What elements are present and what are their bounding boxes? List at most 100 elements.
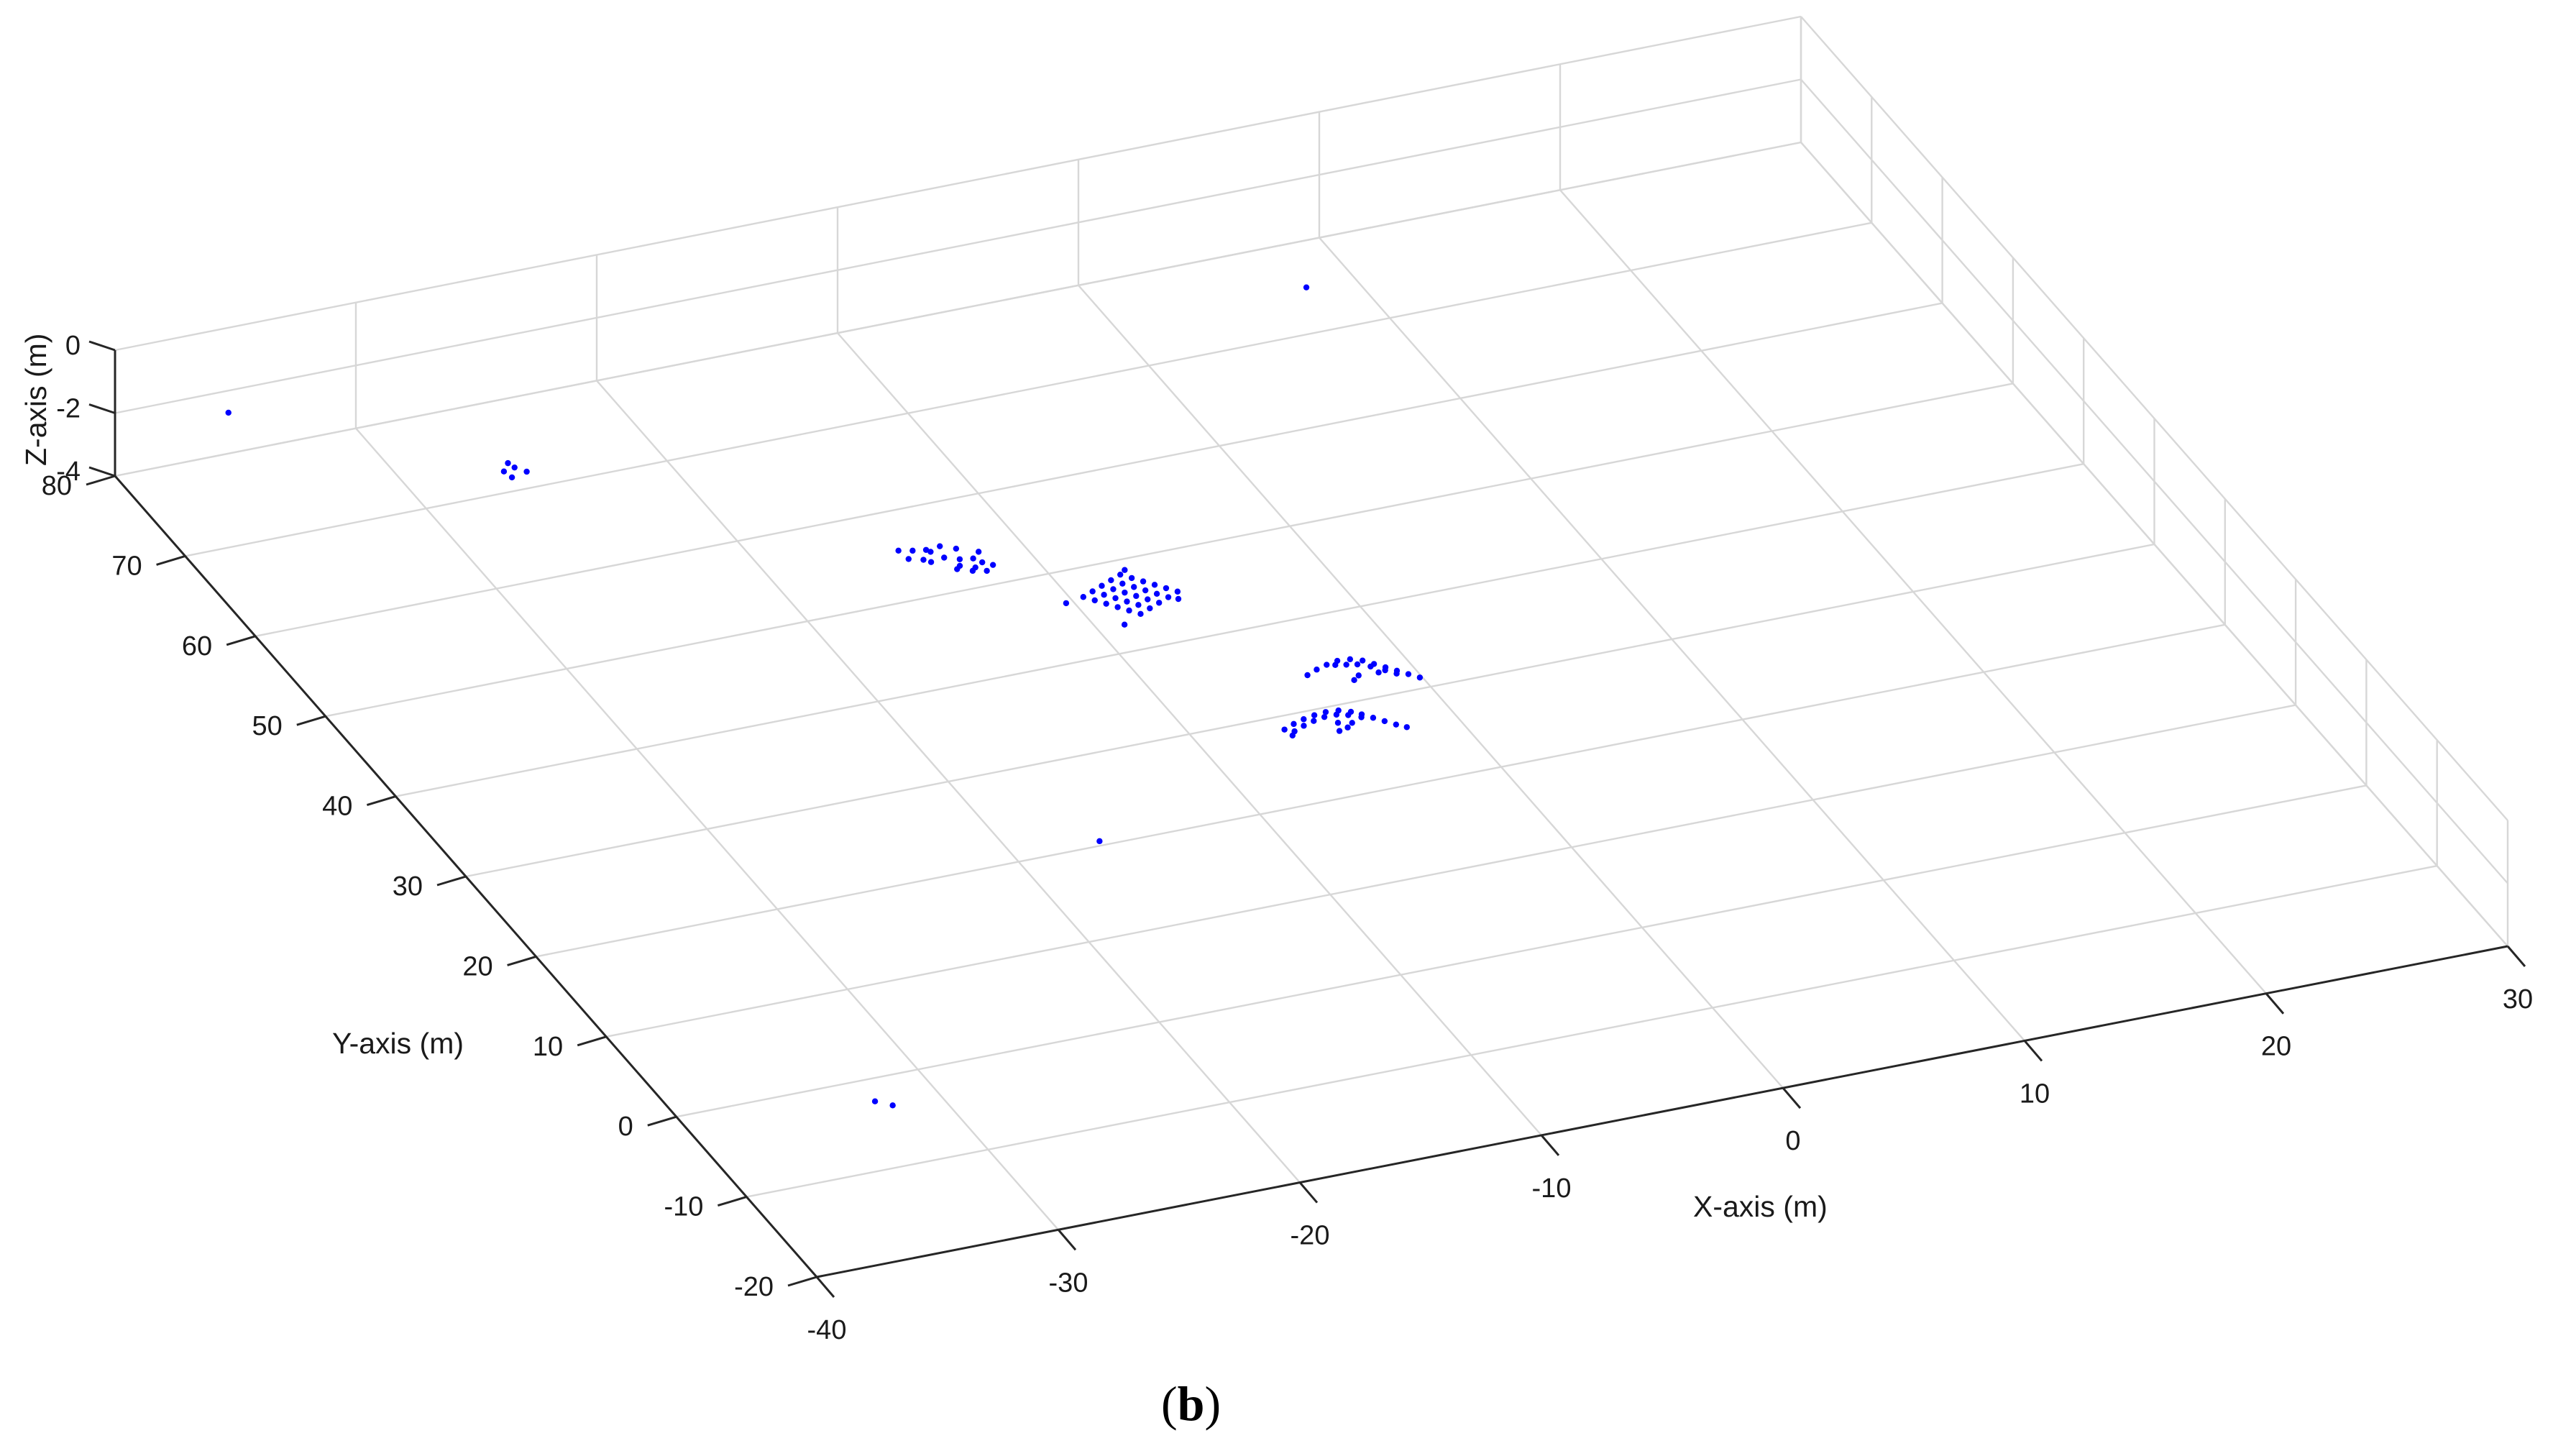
y-tick-label: 40 [322,792,352,822]
y-axis-label: Y-axis (m) [332,1027,464,1060]
x-tick-mark [2265,992,2285,1015]
data-point [1122,589,1128,596]
floor-grid-line-y [185,221,1872,557]
data-point [909,547,916,554]
floor-grid-line-y [676,784,2367,1118]
data-point [1354,661,1361,668]
x-tick-label: 20 [2261,1032,2291,1062]
y-tick-label: 20 [462,951,492,981]
data-point [1344,724,1351,731]
y-tick-label: 70 [111,551,142,581]
z-tick-mark [88,466,116,477]
data-point [1347,656,1354,663]
y-tick-label: 50 [252,711,283,741]
y-tick-mark [86,475,116,486]
panel-label-open: ( [1161,1376,1178,1431]
data-point [1301,716,1307,723]
data-point [1119,580,1126,587]
floor-grid-line-y [255,302,1943,637]
panel-label: (b) [1161,1376,1221,1431]
data-point [978,559,986,566]
data-point [508,474,515,481]
data-point [1131,584,1137,590]
data-point [523,468,530,475]
data-point [1121,621,1128,628]
data-point [1128,575,1135,582]
floor-grid-line-y [395,463,2084,797]
data-point [969,567,976,575]
panel-label-letter: b [1178,1376,1205,1431]
y-tick-label: -10 [664,1192,703,1222]
data-point [1099,582,1105,589]
data-point [1351,677,1357,684]
back-wall-grid-line-z [114,78,1802,414]
x-tick-label: -10 [1532,1173,1572,1204]
data-point [1291,720,1297,728]
y-tick-label: 80 [42,471,72,501]
data-point [871,1098,879,1104]
data-point [1393,721,1400,728]
data-point [1165,594,1172,600]
data-point [1405,671,1412,677]
x-tick-mark [815,1276,835,1298]
z-tick-label: 0 [65,331,81,361]
y-tick-label: 30 [393,871,423,902]
data-point [1155,600,1163,606]
data-point [1114,604,1121,610]
data-point [1103,600,1109,607]
data-point [505,459,511,467]
y-tick-mark [436,875,467,887]
x-tick-label: 0 [1785,1126,1800,1156]
y-tick-mark [366,795,396,807]
data-point [895,547,902,554]
data-point [1096,838,1103,845]
data-point [920,557,927,563]
data-point [1322,709,1329,715]
y-tick-mark [647,1115,677,1127]
data-point [937,543,943,549]
data-point [1142,587,1149,594]
data-point [1303,284,1310,290]
x-tick-mark [1782,1087,1802,1109]
z-tick-label: -2 [56,394,81,424]
data-point [1333,711,1340,718]
x-tick-mark [1540,1134,1560,1156]
data-point [953,545,960,552]
data-point [1124,598,1130,605]
data-point [1117,571,1124,578]
data-point [1289,732,1296,739]
data-point [1080,594,1086,600]
y-tick-label: 0 [618,1112,633,1142]
data-point [1135,602,1142,608]
data-point [927,549,934,555]
y-tick-mark [226,635,256,646]
data-point [1358,714,1365,720]
data-point [1110,586,1117,592]
back-wall-grid-line-z [114,141,1802,477]
z-tick-mark [88,340,116,352]
x-tick-mark [1298,1181,1319,1204]
data-point [1145,596,1151,603]
data-point [989,562,996,568]
data-point [1153,590,1160,598]
x-axis-label: X-axis (m) [1693,1190,1828,1223]
data-point [1281,726,1288,733]
y-tick-label: -20 [734,1272,774,1302]
data-point [1334,720,1342,726]
data-points [225,284,1424,1109]
data-point [1324,662,1330,668]
data-point [500,468,508,475]
x-tick-mark [1057,1229,1077,1251]
data-point [927,559,935,565]
back-wall-grid-line-z [114,15,1802,352]
data-point [1063,600,1070,607]
y-tick-label: 10 [533,1032,563,1062]
y-tick-mark [156,554,186,566]
data-point [1101,591,1107,598]
data-point [1375,669,1382,676]
z-axis-label: Z-axis (m) [19,334,52,466]
x-tick-label: -40 [807,1315,847,1345]
data-point [1091,597,1098,604]
data-point [1382,667,1388,674]
